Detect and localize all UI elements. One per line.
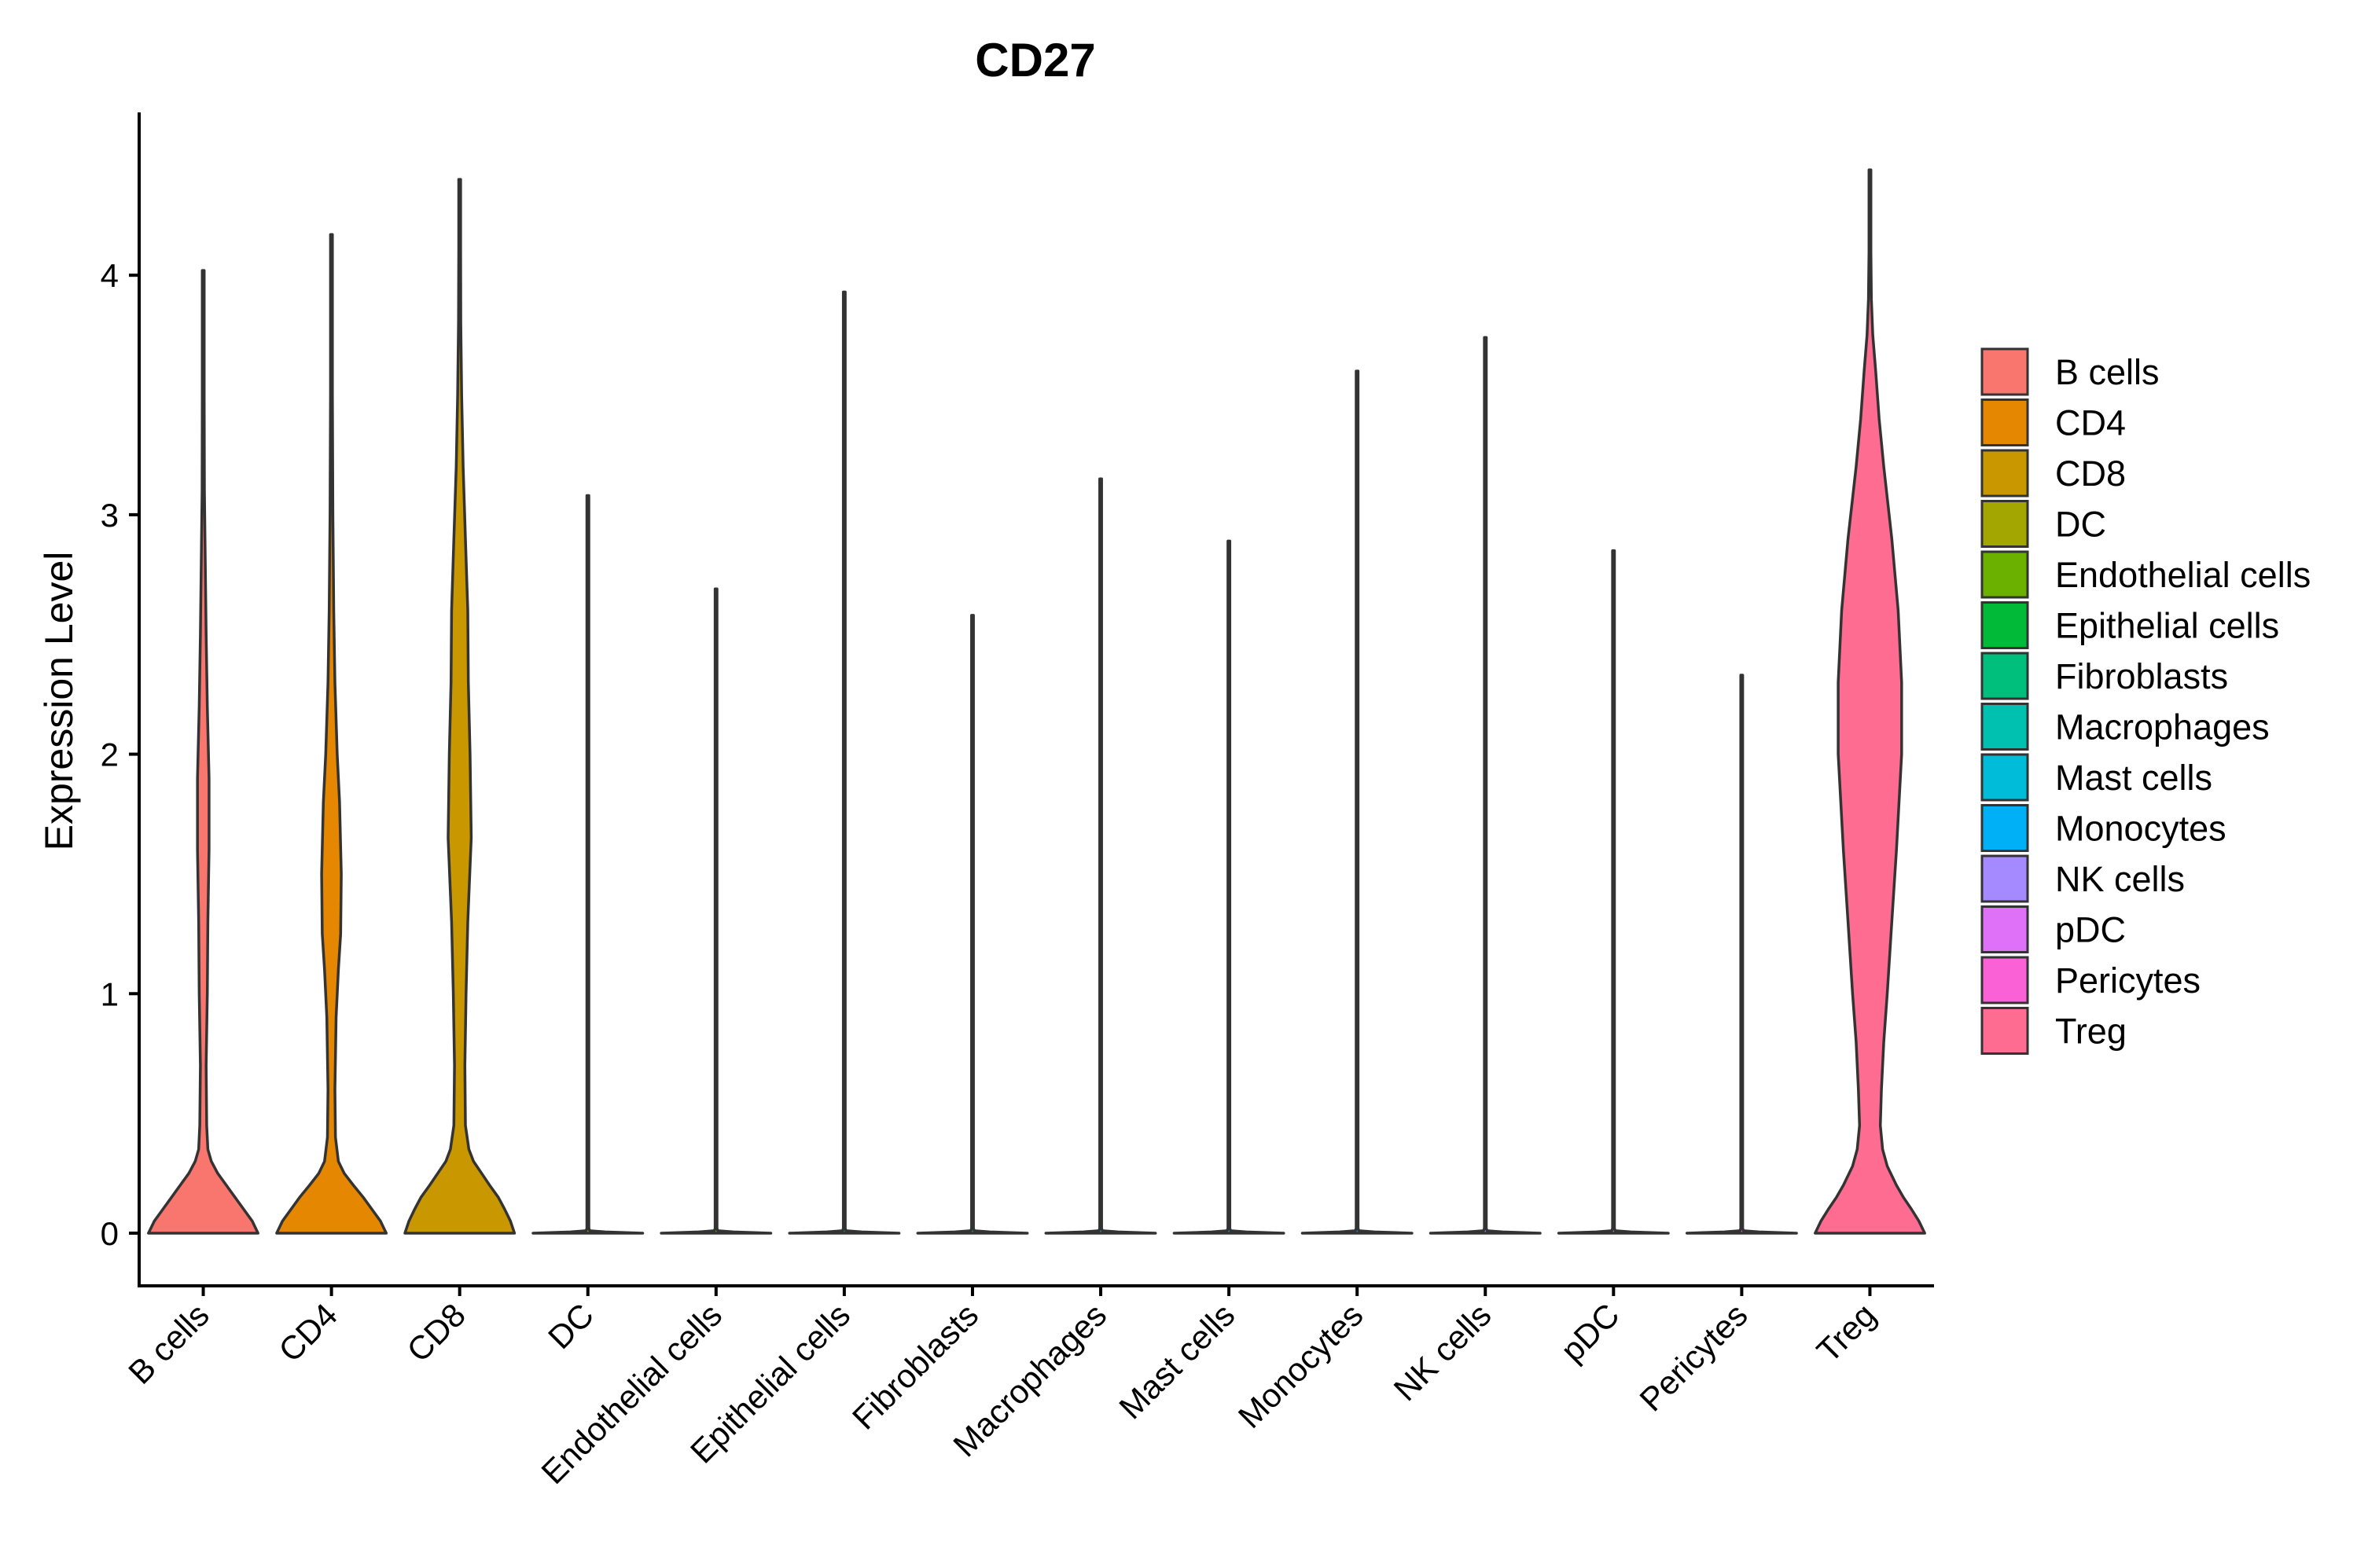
violin-monocytes [1300,369,1414,1235]
legend-label: Mast cells [2055,758,2212,798]
legend-key-endothelial-cells [1980,550,2029,599]
x-tick-label: Treg [1810,1296,1883,1369]
x-tick-label: Monocytes [1231,1296,1370,1435]
violin-macrophages [1044,477,1157,1235]
y-axis-title: Expression Level [37,552,81,851]
violin-pericytes [1685,674,1798,1235]
violin-mast-cells [1172,539,1285,1235]
legend-key-monocytes [1980,804,2029,852]
chart-title: CD27 [975,34,1095,86]
x-tick-label: Fibroblasts [845,1296,985,1436]
legend-key-mast-cells [1980,753,2029,802]
legend-label: Endothelial cells [2055,555,2311,595]
x-tick-label: B cells [121,1296,216,1391]
legend-label: CD8 [2055,454,2126,494]
legend-key-pdc [1980,905,2029,953]
legend-key-pericytes [1980,956,2029,1004]
x-tick-label: Pericytes [1632,1296,1754,1418]
violin-pdc [1557,549,1670,1235]
legend-key-dc [1980,500,2029,548]
x-tick-label: Mast cells [1112,1296,1241,1426]
legend-key-b-cells [1980,347,2029,396]
y-tick-label: 4 [101,257,119,294]
y-ticks-group: 0 1 2 3 4 [101,257,139,1252]
violin-dc [531,494,645,1235]
legend-label: B cells [2055,352,2160,392]
y-tick-label: 0 [101,1215,119,1252]
legend-key-cd8 [1980,449,2029,498]
violin-treg [1814,168,1926,1235]
legend-label: DC [2055,505,2106,545]
legend-key-nk-cells [1980,854,2029,903]
x-tick-label: DC [541,1296,601,1356]
y-tick-label: 1 [101,975,119,1012]
violin-epithelial-cells [788,290,901,1235]
x-tick-label: pDC [1554,1296,1627,1369]
legend-label: NK cells [2055,859,2185,899]
y-tick-label: 3 [101,497,119,534]
violin-fibroblasts [916,614,1029,1235]
legend-key-epithelial-cells [1980,601,2029,649]
legend-label: Fibroblasts [2055,656,2228,696]
legend-key-macrophages [1980,703,2029,751]
violin-nk-cells [1429,336,1542,1235]
legend-label: Monocytes [2055,809,2226,849]
violin-cd8 [403,178,517,1235]
x-tick-label: CD4 [271,1296,344,1369]
legend-label: CD4 [2055,403,2126,443]
y-tick-label: 2 [101,736,119,773]
legend-label: Pericytes [2055,960,2201,1001]
legend-label: pDC [2055,910,2126,950]
violins-group [147,168,1926,1235]
legend: B cells CD4 CD8 DC Endothelial cells Epitheli… [1980,347,2311,1055]
violin-b-cells [147,269,259,1235]
x-tick-label: NK cells [1386,1296,1498,1408]
x-tick-label: CD8 [399,1296,472,1369]
violin-endothelial-cells [660,587,773,1235]
legend-label: Macrophages [2055,707,2270,747]
legend-key-cd4 [1980,398,2029,446]
legend-label: Epithelial cells [2055,606,2279,646]
violin-cd4 [275,233,388,1235]
legend-key-treg [1980,1007,2029,1055]
legend-label: Treg [2055,1012,2127,1052]
legend-key-fibroblasts [1980,652,2029,700]
axes-group [138,112,1934,1287]
